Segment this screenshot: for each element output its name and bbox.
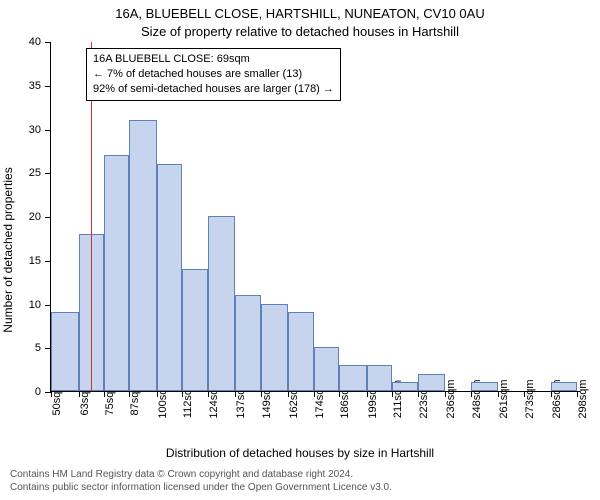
annotation-line-2: ← 7% of detached houses are smaller (13): [93, 67, 334, 82]
histogram-bar: [551, 382, 576, 391]
y-tick-label: 10: [29, 299, 41, 311]
histogram-bar: [261, 304, 289, 392]
y-tick: [45, 261, 51, 262]
histogram-bar: [339, 365, 367, 391]
histogram-bar: [288, 312, 313, 391]
footer-attribution: Contains HM Land Registry data © Crown c…: [10, 468, 392, 494]
histogram-bar: [314, 347, 339, 391]
y-tick-label: 20: [29, 211, 41, 223]
x-tick-label: 273sqm: [524, 379, 536, 418]
histogram-bar: [471, 382, 499, 391]
y-tick: [45, 305, 51, 306]
histogram-bar: [157, 164, 182, 392]
y-tick-label: 5: [35, 342, 41, 354]
chart-container: 16A, BLUEBELL CLOSE, HARTSHILL, NUNEATON…: [0, 0, 600, 500]
y-tick: [45, 130, 51, 131]
x-tick-label: 236sqm: [445, 379, 457, 418]
y-tick: [45, 86, 51, 87]
y-tick-label: 25: [29, 167, 41, 179]
y-tick-label: 35: [29, 80, 41, 92]
histogram-bar: [104, 155, 129, 391]
histogram-bar: [392, 382, 417, 391]
footer-line-2: Contains public sector information licen…: [10, 481, 392, 494]
y-tick-label: 40: [29, 36, 41, 48]
x-axis-label: Distribution of detached houses by size …: [0, 446, 600, 460]
histogram-bar: [208, 216, 236, 391]
annotation-line-3: 92% of semi-detached houses are larger (…: [93, 82, 334, 97]
y-tick: [45, 217, 51, 218]
y-tick: [45, 173, 51, 174]
y-tick-label: 15: [29, 255, 41, 267]
x-tick-label: 298sqm: [577, 379, 589, 418]
histogram-bar: [235, 295, 260, 391]
x-tick-label: 261sqm: [498, 379, 510, 418]
histogram-bar: [418, 374, 446, 392]
chart-title-main: 16A, BLUEBELL CLOSE, HARTSHILL, NUNEATON…: [0, 6, 600, 21]
plot-area: 051015202530354050sqm63sqm75sqm87sqm100s…: [50, 42, 580, 392]
chart-title-sub: Size of property relative to detached ho…: [0, 24, 600, 39]
histogram-bar: [182, 269, 207, 392]
y-axis-label: Number of detached properties: [1, 167, 15, 332]
y-tick-label: 30: [29, 124, 41, 136]
annotation-line-1: 16A BLUEBELL CLOSE: 69sqm: [93, 52, 334, 67]
histogram-bar: [129, 120, 157, 391]
y-tick: [45, 42, 51, 43]
histogram-bar: [367, 365, 392, 391]
annotation-box: 16A BLUEBELL CLOSE: 69sqm ← 7% of detach…: [86, 48, 341, 101]
y-tick-label: 0: [35, 386, 41, 398]
histogram-bar: [51, 312, 79, 391]
footer-line-1: Contains HM Land Registry data © Crown c…: [10, 468, 392, 481]
